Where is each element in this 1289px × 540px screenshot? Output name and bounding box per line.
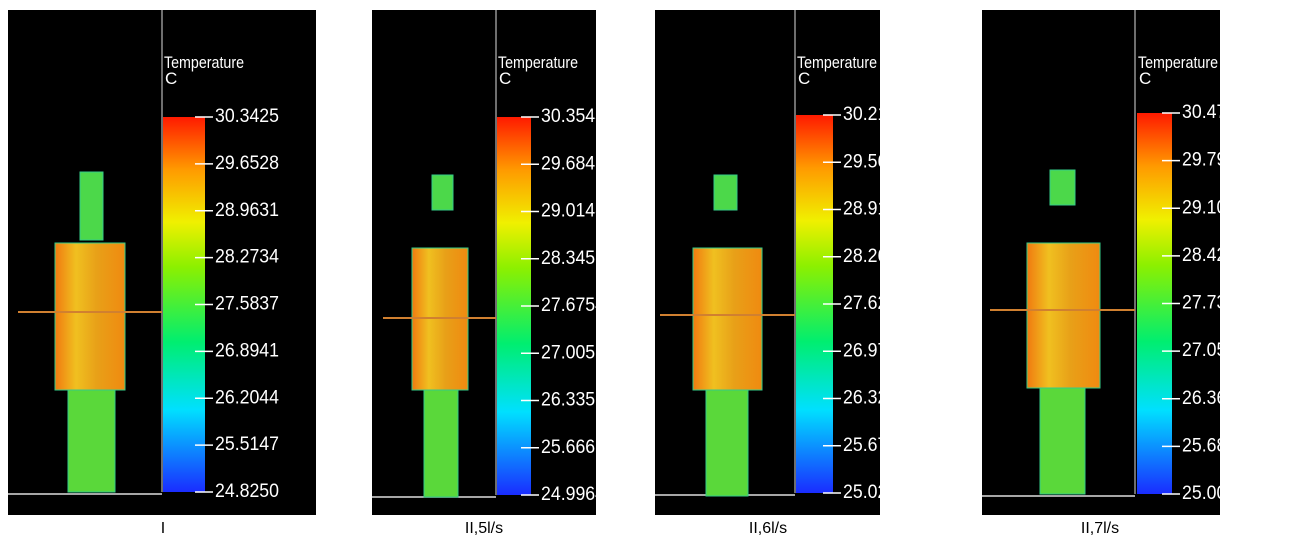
colorbar-label: 29.5653 xyxy=(843,151,907,172)
colorbar-label: 25.6661 xyxy=(541,437,605,458)
colorbar-label: 28.2691 xyxy=(843,246,907,267)
torso xyxy=(55,243,125,390)
legs xyxy=(706,390,748,496)
legend-unit: C xyxy=(1139,69,1151,88)
legend-unit: C xyxy=(499,69,511,88)
colorbar-label: 28.9172 xyxy=(843,199,907,220)
colorbar-label: 27.0547 xyxy=(1182,340,1246,361)
colorbar-label: 29.6846 xyxy=(541,153,605,174)
legs xyxy=(68,390,115,492)
caption: II,5l/s xyxy=(465,520,503,537)
head xyxy=(714,175,737,210)
colorbar-label: 28.9631 xyxy=(215,200,279,221)
colorbar-label: 29.6528 xyxy=(215,153,279,174)
colorbar-label: 26.3247 xyxy=(843,388,907,409)
colorbar-label: 26.8941 xyxy=(215,340,279,361)
torso xyxy=(1027,243,1100,388)
caption: II,6l/s xyxy=(749,520,787,537)
colorbar-label: 26.2044 xyxy=(215,387,279,408)
colorbar-label: 24.8250 xyxy=(215,481,279,502)
colorbar-label: 27.0056 xyxy=(541,342,605,363)
page: TemperatureC30.342529.652828.963128.2734… xyxy=(0,0,1289,540)
head xyxy=(80,172,103,240)
legend-unit: C xyxy=(165,69,177,88)
torso xyxy=(693,248,762,390)
figure: TemperatureC30.342529.652828.963128.2734… xyxy=(0,0,1289,540)
colorbar-label: 28.4245 xyxy=(1182,245,1246,266)
colorbar-label: 27.5837 xyxy=(215,294,279,315)
colorbar-label: 30.3425 xyxy=(215,106,279,127)
legs xyxy=(424,390,458,497)
colorbar-label: 29.1093 xyxy=(1182,197,1246,218)
colorbar-label: 28.3451 xyxy=(541,248,605,269)
colorbar-label: 26.9728 xyxy=(843,340,907,361)
caption: I xyxy=(161,520,165,537)
colorbar-label: 25.6766 xyxy=(843,435,907,456)
colorbar-label: 30.2134 xyxy=(843,104,907,125)
head xyxy=(1050,170,1075,205)
head xyxy=(432,175,453,210)
colorbar-label: 27.7396 xyxy=(1182,293,1246,314)
caption: II,7l/s xyxy=(1081,520,1119,537)
colorbar-label: 25.5147 xyxy=(215,434,279,455)
colorbar-label: 26.3359 xyxy=(541,390,605,411)
colorbar-label: 30.4790 xyxy=(1182,102,1246,123)
colorbar-label: 30.3543 xyxy=(541,106,605,127)
colorbar-label: 26.3699 xyxy=(1182,388,1246,409)
colorbar-label: 27.6754 xyxy=(541,295,605,316)
colorbar-label: 29.0148 xyxy=(541,201,605,222)
colorbar-label: 25.6851 xyxy=(1182,435,1246,456)
colorbar-label: 27.6210 xyxy=(843,293,907,314)
colorbar-label: 29.7941 xyxy=(1182,150,1246,171)
colorbar-label: 25.0002 xyxy=(1182,483,1246,504)
colorbar-label: 28.2734 xyxy=(215,247,279,268)
colorbar-label: 25.0285 xyxy=(843,482,907,503)
legs xyxy=(1040,388,1085,494)
legend-unit: C xyxy=(798,69,810,88)
colorbar-label: 24.9964 xyxy=(541,484,605,505)
